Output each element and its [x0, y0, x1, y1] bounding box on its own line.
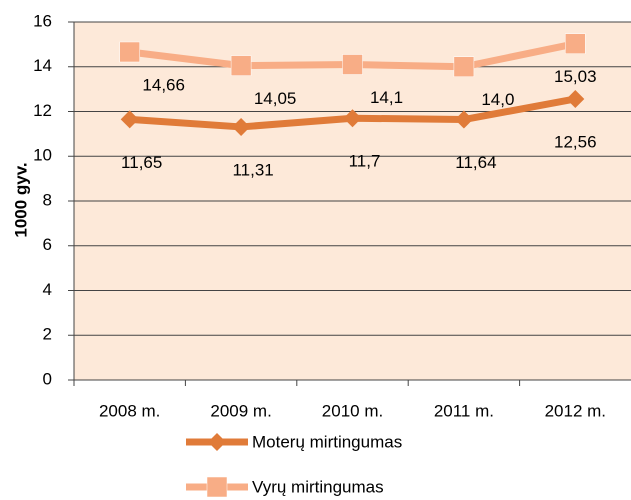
marker — [342, 54, 363, 75]
data-label: 11,65 — [121, 153, 162, 172]
marker — [454, 110, 473, 129]
data-label: 15,03 — [554, 67, 597, 86]
y-tick-label: 14 — [33, 56, 52, 75]
marker — [119, 41, 140, 63]
y-tick-label: 10 — [33, 146, 52, 165]
marker — [120, 110, 139, 129]
marker — [232, 117, 251, 136]
x-tick-label: 2009 m. — [210, 401, 271, 420]
data-label: 11,31 — [232, 160, 273, 179]
data-label: 11,64 — [455, 153, 496, 172]
marker — [453, 56, 475, 77]
y-tick-label: 2 — [43, 325, 52, 344]
y-tick-label: 8 — [43, 190, 52, 209]
x-tick-label: 2012 m. — [545, 401, 606, 420]
marker — [565, 33, 586, 54]
y-tick-label: 6 — [43, 235, 52, 254]
y-tick-label: 0 — [43, 369, 52, 388]
marker — [230, 55, 252, 76]
data-label: 14,05 — [254, 89, 297, 108]
x-tick-label: 2008 m. — [99, 401, 160, 420]
data-label: 14,0 — [481, 90, 514, 109]
marker — [208, 433, 226, 451]
data-label: 12,56 — [554, 132, 597, 151]
data-label: 11,7 — [349, 152, 381, 171]
marker — [343, 109, 362, 128]
data-label: 14,1 — [370, 88, 403, 107]
legend-label: Moterų mirtingumas — [252, 432, 402, 451]
marker — [206, 476, 228, 498]
y-axis-label: 1000 gyv. — [11, 162, 30, 237]
y-tick-label: 4 — [43, 280, 52, 299]
marker — [566, 89, 585, 108]
y-tick-label: 16 — [33, 11, 52, 30]
legend-label: Vyrų mirtingumas — [252, 477, 384, 496]
x-tick-label: 2010 m. — [322, 401, 383, 420]
y-tick-label: 12 — [33, 101, 52, 120]
data-label: 14,66 — [142, 75, 185, 94]
x-tick-label: 2011 m. — [434, 401, 494, 420]
